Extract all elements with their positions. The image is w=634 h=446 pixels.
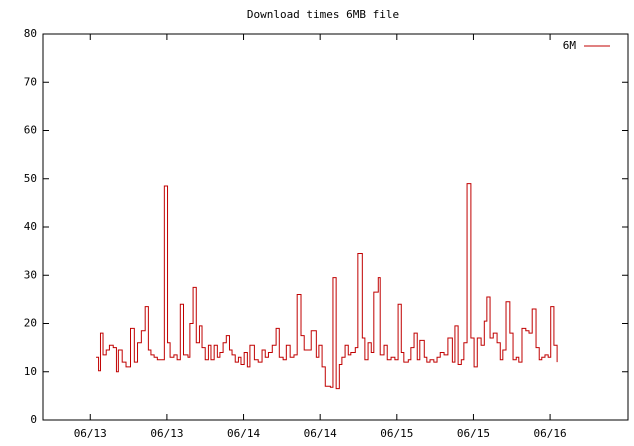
y-tick-label: 0	[30, 413, 37, 426]
x-tick-label: 06/16	[534, 427, 567, 440]
y-tick-label: 20	[24, 317, 37, 330]
x-tick-label: 06/14	[227, 427, 260, 440]
legend-label: 6M	[563, 39, 577, 52]
y-tick-label: 70	[24, 75, 37, 88]
x-tick-label: 06/13	[74, 427, 107, 440]
x-tick-label: 06/15	[457, 427, 490, 440]
data-line	[96, 183, 558, 390]
y-tick-label: 30	[24, 268, 37, 281]
y-tick-label: 50	[24, 172, 37, 185]
x-tick-label: 06/13	[150, 427, 183, 440]
y-tick-label: 60	[24, 124, 37, 137]
y-tick-label: 10	[24, 365, 37, 378]
y-tick-label: 40	[24, 220, 37, 233]
chart-title: Download times 6MB file	[247, 8, 399, 21]
y-tick-label: 80	[24, 27, 37, 40]
x-tick-label: 06/14	[304, 427, 337, 440]
x-tick-label: 06/15	[380, 427, 413, 440]
